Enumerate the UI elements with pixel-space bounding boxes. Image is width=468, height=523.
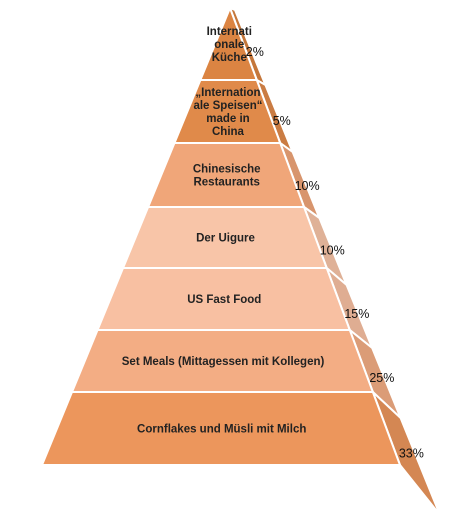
level-label-3: Chinesische Restaurants [193, 164, 261, 189]
level-label-line: made in [206, 113, 249, 125]
level-label-line: Restaurants [193, 177, 259, 189]
level-label-4: Der Uigure [196, 233, 255, 245]
level-label-line: Cornflakes und Müsli mit Milch [137, 424, 306, 436]
level-label-line: Set Meals (Mittagessen mit Kollegen) [122, 356, 325, 368]
level-percentage-4: 10% [320, 244, 345, 258]
level-percentage-1: 2% [246, 45, 264, 59]
level-percentage-6: 25% [369, 371, 394, 385]
pyramid-level-7 [40, 391, 402, 466]
level-label-line: Internati [207, 26, 252, 38]
level-label-line: China [212, 126, 245, 138]
level-label-7: Cornflakes und Müsli mit Milch [137, 424, 306, 436]
level-percentage-7: 33% [399, 447, 424, 461]
level-label-1: Internati onale Küche [207, 26, 252, 64]
level-label-line: Der Uigure [196, 233, 255, 245]
level-percentage-3: 10% [295, 179, 320, 193]
level-label-line: onale [214, 39, 244, 51]
level-label-line: ale Speisen“ [193, 100, 262, 112]
level-label-line: „Internation [195, 87, 260, 99]
level-label-5: US Fast Food [187, 294, 261, 306]
level-label-6: Set Meals (Mittagessen mit Kollegen) [122, 356, 325, 368]
level-percentage-5: 15% [344, 307, 369, 321]
level-label-line: US Fast Food [187, 294, 261, 306]
level-percentage-2: 5% [273, 114, 291, 128]
level-label-2: „Internation ale Speisen“ made in China [193, 87, 262, 138]
level-label-line: Küche [212, 52, 247, 64]
level-label-line: Chinesische [193, 164, 261, 176]
